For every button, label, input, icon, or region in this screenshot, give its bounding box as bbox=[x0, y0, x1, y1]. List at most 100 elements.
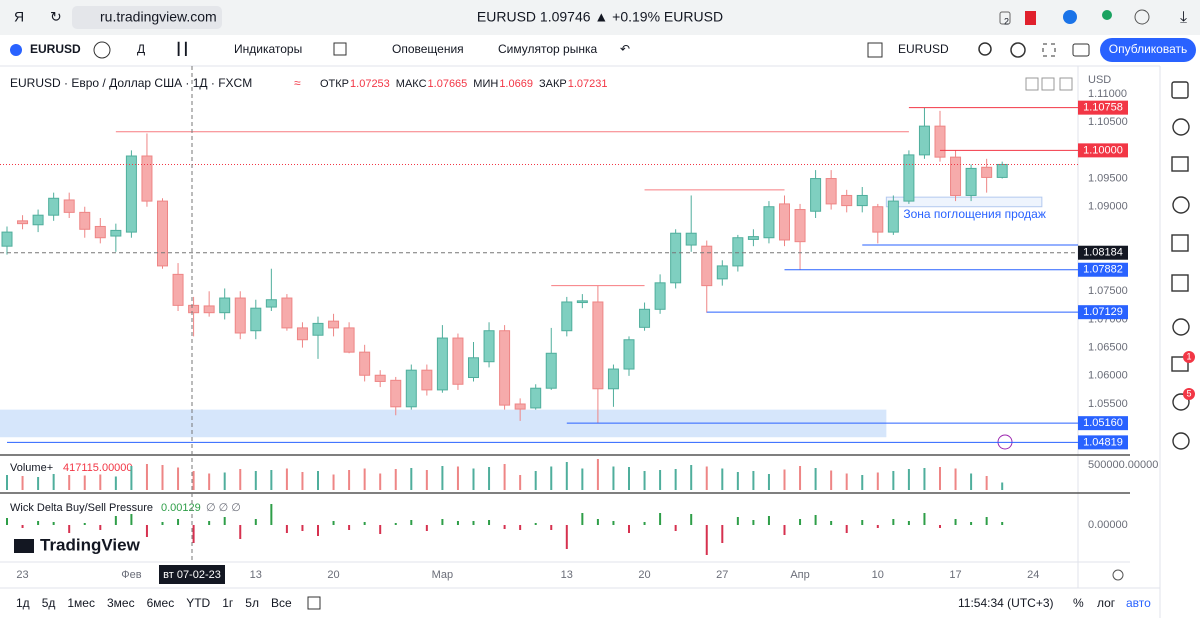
download-icon[interactable]: ⤓ bbox=[1180, 9, 1187, 26]
delta-bar bbox=[628, 525, 630, 533]
volume-bar bbox=[114, 476, 117, 490]
volume-bar bbox=[332, 474, 335, 490]
volume-bar bbox=[52, 474, 55, 490]
candle-body bbox=[296, 327, 308, 341]
x-tick-label: 24 bbox=[1027, 569, 1039, 581]
price-label: 1.07129 bbox=[1083, 306, 1123, 318]
key-icon[interactable] bbox=[1102, 10, 1112, 20]
y-tick-label: 1.11000 bbox=[1088, 88, 1127, 100]
snapshot-icon[interactable] bbox=[1072, 43, 1090, 57]
x-tick-label: Апр bbox=[790, 569, 809, 581]
refresh-icon[interactable]: ↻ bbox=[50, 9, 62, 25]
delta-bar bbox=[488, 520, 491, 525]
logo[interactable]: TradingView bbox=[40, 535, 141, 554]
range-button[interactable]: 1д bbox=[16, 596, 30, 610]
delta-bar bbox=[68, 525, 71, 533]
range-button[interactable]: Все bbox=[271, 596, 292, 610]
publish-button[interactable] bbox=[1100, 38, 1196, 62]
badge bbox=[1183, 388, 1195, 400]
chart-type-icon[interactable]: ┃┃ bbox=[175, 41, 189, 56]
delta-bar bbox=[674, 525, 677, 531]
goto-icon[interactable] bbox=[307, 596, 321, 610]
templates-icon[interactable] bbox=[333, 42, 347, 56]
range-button[interactable]: 5л bbox=[245, 596, 259, 610]
range-button[interactable]: 1г bbox=[222, 596, 234, 610]
volume-bar bbox=[145, 464, 148, 490]
axis-settings[interactable] bbox=[1112, 569, 1124, 581]
auto[interactable]: авто bbox=[1126, 596, 1151, 610]
delta-bar bbox=[534, 523, 537, 525]
volume-bar bbox=[177, 467, 180, 490]
yandex-icon[interactable]: Я bbox=[14, 9, 24, 25]
delta-bar bbox=[861, 520, 864, 525]
price-label-box bbox=[1078, 435, 1128, 450]
y-tick-label: 1.05500 bbox=[1088, 398, 1128, 410]
x-tick-label: 10 bbox=[872, 569, 884, 581]
candle-body bbox=[670, 232, 682, 284]
layout-icon[interactable] bbox=[867, 42, 883, 58]
fullscreen-icon[interactable] bbox=[1042, 43, 1056, 57]
price-label-box bbox=[1078, 100, 1128, 115]
ext-badge: 2 bbox=[1004, 16, 1009, 26]
volume-bar bbox=[550, 466, 553, 490]
pane-button[interactable] bbox=[1041, 77, 1055, 91]
volume-bar bbox=[456, 466, 459, 490]
range-button[interactable]: 6мес bbox=[147, 596, 175, 610]
delta-bar bbox=[970, 522, 973, 525]
delta-bar bbox=[379, 525, 382, 534]
settings-icon[interactable] bbox=[1010, 42, 1026, 58]
tab-icon[interactable] bbox=[1134, 9, 1150, 25]
range-button[interactable]: 5д bbox=[42, 596, 56, 610]
pane-button[interactable] bbox=[1025, 77, 1039, 91]
replay[interactable]: Симулятор рынка bbox=[498, 42, 597, 56]
sidebar-icons[interactable] bbox=[1171, 81, 1190, 450]
delta-bar bbox=[612, 521, 615, 525]
candle-body bbox=[763, 206, 775, 239]
volume-bar bbox=[301, 472, 304, 490]
compare-symbol[interactable]: EURUSD bbox=[898, 42, 949, 56]
candle-body bbox=[981, 166, 993, 178]
sidebar bbox=[1160, 66, 1200, 618]
symbol[interactable]: EURUSD bbox=[30, 42, 81, 56]
indicators[interactable]: Индикаторы bbox=[234, 42, 302, 56]
y-tick-label: 1.07500 bbox=[1088, 285, 1128, 297]
ext-icon[interactable] bbox=[999, 11, 1011, 25]
add-icon[interactable] bbox=[93, 41, 111, 59]
range-button[interactable]: 3мес bbox=[107, 596, 135, 610]
alerts[interactable]: Оповещения bbox=[392, 42, 464, 56]
undo[interactable]: ↶ bbox=[620, 42, 630, 56]
delta-bar bbox=[161, 522, 164, 525]
zone-label: Зона поглощения продаж bbox=[903, 207, 1046, 221]
price-label-box bbox=[1078, 305, 1128, 320]
bookmark-icon[interactable] bbox=[1025, 11, 1036, 25]
candle-body bbox=[48, 197, 60, 216]
volume-bar bbox=[130, 466, 133, 490]
range-button[interactable]: YTD bbox=[186, 596, 210, 610]
candle-body bbox=[530, 387, 542, 409]
volume-bar bbox=[783, 469, 786, 490]
cart-icon[interactable] bbox=[1063, 10, 1077, 24]
delta-bar bbox=[83, 523, 86, 525]
volume-bar bbox=[861, 475, 864, 490]
search-icon[interactable] bbox=[978, 42, 992, 56]
range-buttons: 1д 5д 1мес 3мес 6мес YTD 1г 5л Все bbox=[16, 596, 292, 610]
volume-bar bbox=[596, 459, 599, 490]
percent[interactable]: % bbox=[1073, 596, 1084, 610]
log[interactable]: лог bbox=[1097, 596, 1116, 610]
interval[interactable]: Д bbox=[137, 42, 145, 56]
volume-bar bbox=[348, 470, 351, 490]
price-label: 1.04819 bbox=[1083, 436, 1123, 448]
delta-bar bbox=[441, 519, 444, 525]
volume-bar bbox=[270, 470, 273, 490]
indicator-icon[interactable]: ≈ bbox=[294, 76, 301, 90]
url-box[interactable] bbox=[72, 6, 222, 29]
delta-bar bbox=[301, 525, 304, 531]
x-tick-label: 20 bbox=[638, 569, 650, 581]
candle-body bbox=[172, 273, 184, 306]
delta-bar bbox=[239, 525, 242, 539]
range-button[interactable]: 1мес bbox=[67, 596, 95, 610]
tab-title: EURUSD 1.09746 ▲ +0.19% EURUSD bbox=[477, 9, 723, 25]
price-label: 1.10758 bbox=[1083, 102, 1123, 114]
pane-button[interactable] bbox=[1059, 77, 1073, 91]
